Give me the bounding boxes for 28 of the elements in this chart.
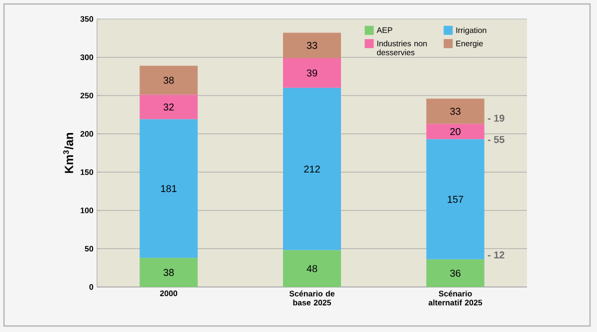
bar xyxy=(426,259,484,287)
data-label: 33 xyxy=(306,42,318,49)
bar xyxy=(140,258,198,287)
data-label: 39 xyxy=(306,69,318,77)
data-label: 32 xyxy=(164,104,174,111)
y-axis-title: Km$^{3}$/an xyxy=(63,133,74,173)
bar xyxy=(283,32,342,58)
bar xyxy=(140,94,198,120)
data-label: 38 xyxy=(164,76,174,84)
annotation: - 19 xyxy=(488,114,504,122)
data-label: 38 xyxy=(164,268,174,276)
data-label: 36 xyxy=(450,270,460,277)
bar xyxy=(283,88,342,250)
annotation: - 12 xyxy=(488,251,504,258)
data-label: 48 xyxy=(306,265,318,272)
bar xyxy=(140,119,198,258)
bar xyxy=(426,139,484,260)
data-label: 157 xyxy=(448,196,464,203)
bar xyxy=(426,124,484,140)
bar xyxy=(283,250,342,287)
data-label: 33 xyxy=(450,108,460,115)
data-label: 212 xyxy=(304,166,320,173)
bar xyxy=(140,66,198,95)
data-label: 20 xyxy=(450,128,460,136)
annotation: - 55 xyxy=(488,136,504,144)
data-label: 181 xyxy=(161,185,176,192)
bar xyxy=(283,58,342,88)
bar xyxy=(426,98,484,124)
